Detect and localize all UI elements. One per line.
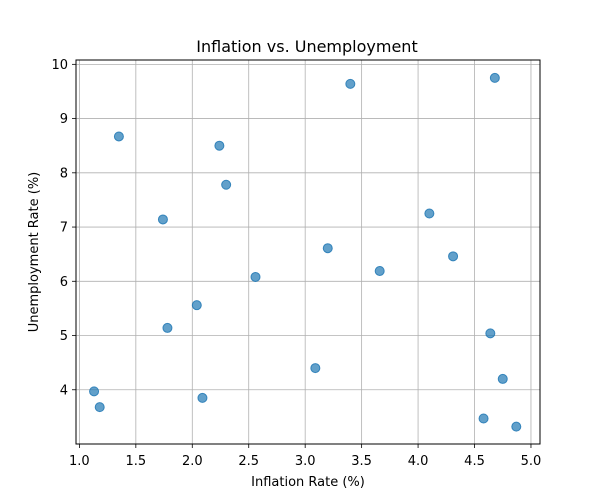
grid-lines (76, 60, 540, 444)
x-tick-label: 1.5 (125, 454, 146, 469)
x-tick-label: 4.5 (464, 454, 485, 469)
data-point (162, 322, 173, 333)
data-point (424, 208, 435, 219)
data-point (191, 300, 202, 311)
data-point (489, 72, 500, 83)
data-point (157, 214, 168, 225)
data-point (485, 328, 496, 339)
data-point (511, 421, 522, 432)
data-point (310, 363, 321, 374)
data-point (221, 179, 232, 190)
x-tick-label: 1.0 (69, 454, 90, 469)
data-point (113, 131, 124, 142)
data-point (345, 78, 356, 89)
y-tick-label: 9 (60, 112, 68, 127)
y-axis-ticks: 4 5 6 7 8 9 10 (51, 58, 76, 398)
data-point (497, 373, 508, 384)
y-tick-label: 5 (60, 329, 68, 344)
data-point (197, 392, 208, 403)
y-tick-label: 10 (51, 58, 68, 73)
plot-frame (75, 59, 541, 445)
y-tick-label: 7 (60, 221, 68, 236)
data-point (214, 140, 225, 151)
x-tick-label: 3.5 (351, 454, 372, 469)
y-tick-label: 8 (60, 166, 68, 181)
y-axis-label: Unemployment Rate (%) (27, 172, 42, 333)
y-tick-label: 4 (60, 383, 68, 398)
x-axis-ticks: 1.0 1.5 2.0 2.5 3.0 3.5 4.0 4.5 5.0 (69, 444, 541, 469)
x-tick-label: 2.5 (238, 454, 259, 469)
x-tick-label: 2.0 (182, 454, 203, 469)
x-tick-label: 5.0 (521, 454, 542, 469)
data-points (89, 72, 522, 432)
data-point (374, 265, 385, 276)
x-tick-label: 3.0 (295, 454, 316, 469)
data-point (94, 402, 105, 413)
data-point (322, 243, 333, 254)
data-point (448, 251, 459, 262)
data-point (89, 386, 100, 397)
x-axis-label: Inflation Rate (%) (251, 475, 365, 490)
chart-title: Inflation vs. Unemployment (196, 37, 417, 56)
data-point (250, 271, 261, 282)
y-tick-label: 6 (60, 275, 68, 290)
data-point (478, 413, 489, 424)
x-tick-label: 4.0 (408, 454, 429, 469)
